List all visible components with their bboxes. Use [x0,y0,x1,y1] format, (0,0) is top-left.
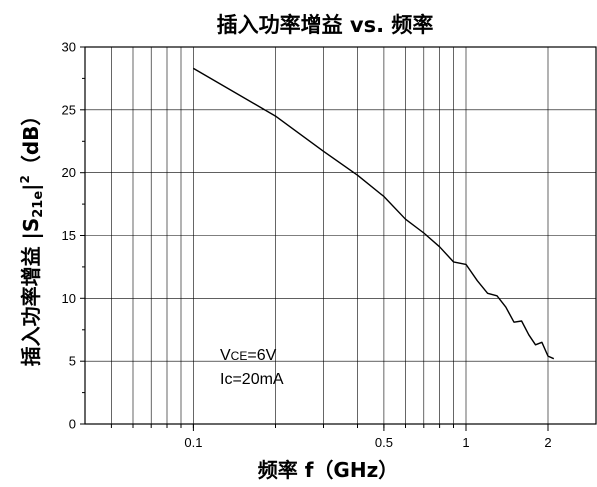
x-tick-label: 0.1 [184,435,202,450]
y-tick-labels: 0 5 10 15 20 25 30 [62,40,76,432]
y-tick-label: 15 [62,228,76,243]
x-tick-label: 1 [462,435,469,450]
x-tick-label: 0.5 [375,435,393,450]
grid [85,47,596,424]
tick-marks [80,46,549,431]
y-tick-label: 30 [62,40,76,55]
y-tick-label: 20 [62,165,76,180]
chart-title: 插入功率增益 vs. 频率 [217,13,434,37]
x-tick-label: 2 [544,435,551,450]
y-tick-label: 5 [69,354,76,369]
annotation-vce: VCE=6V [220,347,277,364]
y-axis-label: 插入功率增益 |S21e|2（dB） [18,106,46,367]
x-axis-label: 频率 f（GHz） [258,458,398,482]
annotation-ic: Ic=20mA [220,371,284,388]
y-tick-label: 10 [62,291,76,306]
series-line [193,67,555,360]
y-tick-label: 0 [69,417,76,432]
y-tick-label: 25 [62,102,76,117]
x-tick-labels: 0.1 0.5 1 2 [184,435,551,450]
